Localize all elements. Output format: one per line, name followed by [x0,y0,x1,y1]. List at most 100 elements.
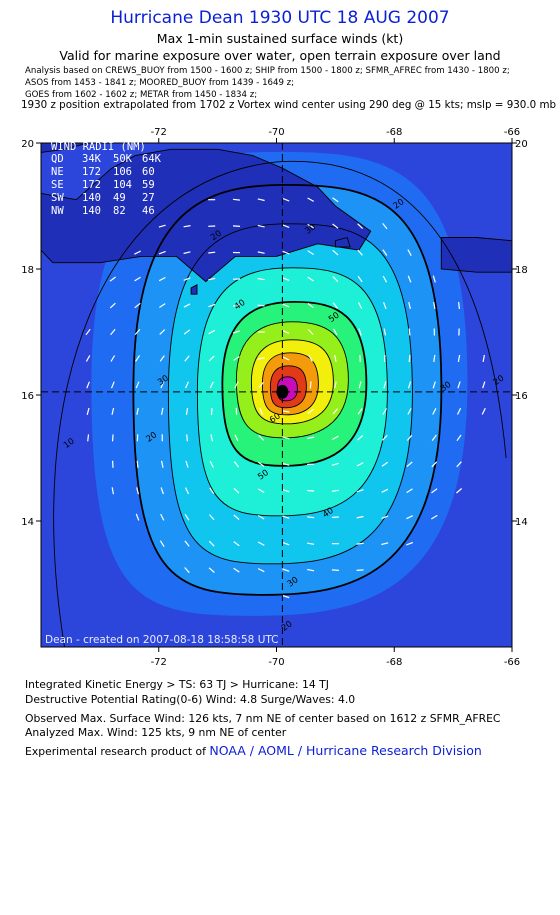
observed-max-wind: Observed Max. Surface Wind: 126 kts, 7 n… [25,712,501,725]
wind-vector [232,304,240,307]
wind-vector [307,408,314,414]
land-mass [190,284,198,295]
wind-vector [334,381,337,389]
contour-line [235,321,349,439]
wind-vector [332,249,339,256]
wind-vector [234,381,239,389]
wind-vector [184,487,190,495]
wind-vector [333,328,338,336]
wind-vector [433,301,436,310]
wind-vector [432,408,437,415]
wind-vector [381,461,389,467]
lon-tick-label: -72 [151,127,167,138]
wind-vector [184,540,190,547]
wind-vector [433,354,436,362]
wind-vector [257,251,265,254]
wind-vector [159,303,166,308]
wind-vector [183,303,191,308]
contour-line [250,339,334,425]
wind-vector [158,250,166,255]
wind-vector [282,462,290,466]
wind-vector [232,330,240,334]
map-title: Hurricane Dean 1930 UTC 18 AUG 2007 [110,8,450,28]
wind-radii-cell: 140 [82,192,101,204]
wind-vector [331,569,339,571]
wind-vector [307,250,314,256]
hrd-link[interactable]: NOAA / AOML / Hurricane Research Divisio… [209,743,482,758]
wind-vector [408,301,411,310]
wind-vector [407,381,412,389]
exposure-note: Valid for marine exposure over water, op… [59,48,501,63]
lat-tick-label: 18 [515,265,528,276]
wind-vector [233,487,240,494]
land-mass [334,236,351,248]
wind-vector [407,249,412,256]
wind-vector [135,355,141,362]
wind-vector [183,251,191,255]
ike-text: Integrated Kinetic Energy > TS: 63 TJ > … [25,678,329,691]
wind-radii-table: WIND RADII (NM) QD 34K 50K 64K NE 172 106 60 SE 1… [51,141,162,217]
wind-vector [111,407,115,415]
wind-vector [456,461,462,468]
wind-vector [356,542,364,545]
wind-vector [358,381,362,389]
wind-vector [307,276,314,282]
wind-radii-cell: 104 [113,179,132,191]
wind-vector [185,407,189,415]
wind-vector [332,302,338,309]
wind-vector [408,328,411,336]
wind-vector [406,515,413,520]
wind-vector [282,542,290,546]
wind-vector [134,328,141,336]
wind-vector [307,542,315,545]
wind-vector [158,276,166,282]
land-mass [41,148,372,283]
wind-vector [109,302,116,309]
wind-vector [209,487,215,494]
lat-tick-label: 14 [515,517,528,528]
map-subtitle: Max 1-min sustained surface winds (kt) [156,31,404,46]
lat-tick-label: 14 [21,517,34,528]
wind-vector [357,223,364,230]
wind-vector [134,250,141,255]
wind-vector [406,434,413,441]
wind-vector [184,567,190,574]
wind-radii-cell: 49 [113,192,126,204]
wind-vector [209,460,214,468]
wind-vector [307,302,314,309]
wind-vector [481,407,486,415]
wind-vector [160,487,164,495]
wind-vector [282,250,290,255]
wind-radii-header: 34K [82,153,102,165]
wind-vector [208,277,216,281]
wind-vector [185,460,189,468]
wind-vector [382,275,388,283]
wind-vector [136,487,139,495]
wind-vector [309,381,312,389]
wind-vector [282,303,290,308]
wind-radii-cell: 82 [113,205,126,217]
wind-vector [86,407,90,415]
wind-vector [482,381,486,389]
wind-vector [86,381,90,389]
lon-tick-label: -70 [268,657,284,668]
wind-vector [159,329,166,335]
wind-vector [307,516,315,519]
credit-line: Dean - created on 2007-08-18 18:58:58 UT… [45,634,279,646]
wind-radii-cell: NW [51,205,64,217]
wind-radii-cell: 172 [82,166,101,178]
contour-lines [53,160,507,647]
wind-vector [357,302,363,309]
wind-vector [210,434,214,442]
wind-vector [183,277,191,281]
wind-vector [334,354,337,363]
wind-radii-cell: 140 [82,205,101,217]
wind-vector [331,489,339,492]
contour-line [269,365,307,409]
wind-radii-header: 50K [113,153,133,165]
analysis-sources-line: Analysis based on CREWS_BUOY from 1500 -… [25,66,510,76]
wind-vector [382,223,388,230]
wind-vector [282,197,290,202]
